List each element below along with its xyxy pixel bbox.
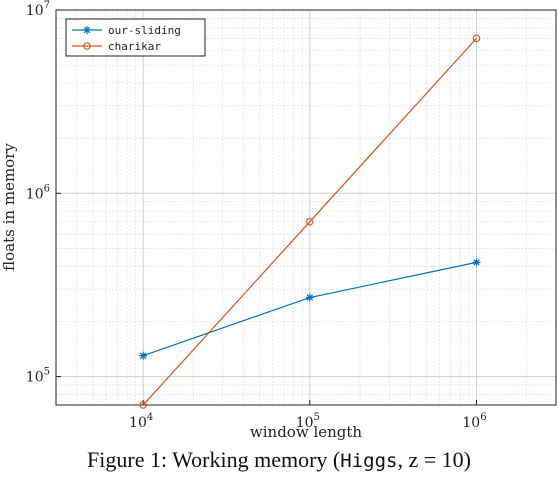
legend-box — [65, 18, 206, 57]
series-charikar — [139, 34, 481, 409]
data-point-our-sliding — [139, 351, 148, 360]
figure-caption: Figure 1: Working memory (Higgs, z = 10) — [0, 447, 558, 490]
data-point-charikar — [472, 34, 481, 43]
plot-frame — [55, 9, 557, 406]
data-point-charikar — [306, 217, 314, 226]
series-layer — [139, 34, 481, 409]
caption-prefix: Figure 1: Working memory ( — [87, 447, 341, 472]
x-axis-label: window length — [250, 423, 363, 441]
legend-item-our-sliding: our-sliding — [72, 24, 181, 37]
marker-stroke — [83, 26, 91, 34]
marker-stroke — [473, 259, 480, 266]
chart: 104 105 106 105 106 107 our-sliding charikar w… — [0, 0, 557, 441]
marker-stroke — [306, 294, 314, 301]
caption-dataset: Higgs — [340, 450, 398, 472]
data-point-our-sliding — [472, 258, 481, 267]
legend: our-sliding charikar — [65, 18, 206, 57]
y-tick-label: 107 — [26, 0, 50, 19]
legend-label: our-sliding — [108, 24, 181, 37]
data-point-charikar — [139, 401, 147, 409]
grid — [56, 9, 556, 405]
marker-stroke — [139, 352, 147, 359]
x-tick-label: 105 — [296, 412, 320, 431]
legend-label: charikar — [108, 40, 161, 53]
legend-item-charikar: charikar — [72, 40, 161, 53]
x-tick-label: 104 — [129, 412, 153, 431]
legend-swatch-marker — [83, 42, 91, 50]
axis-ticks: 104 105 106 105 106 107 — [26, 0, 487, 431]
series-our-sliding — [139, 258, 481, 360]
y-tick-label: 105 — [26, 367, 50, 386]
data-point-our-sliding — [305, 293, 314, 302]
legend-swatch-marker — [83, 26, 91, 34]
y-axis-label: floats in memory — [0, 143, 18, 271]
caption-suffix: , z = 10) — [397, 447, 471, 472]
series-line-charikar — [142, 37, 477, 406]
x-tick-label: 106 — [462, 412, 486, 431]
y-tick-label: 106 — [26, 183, 50, 202]
